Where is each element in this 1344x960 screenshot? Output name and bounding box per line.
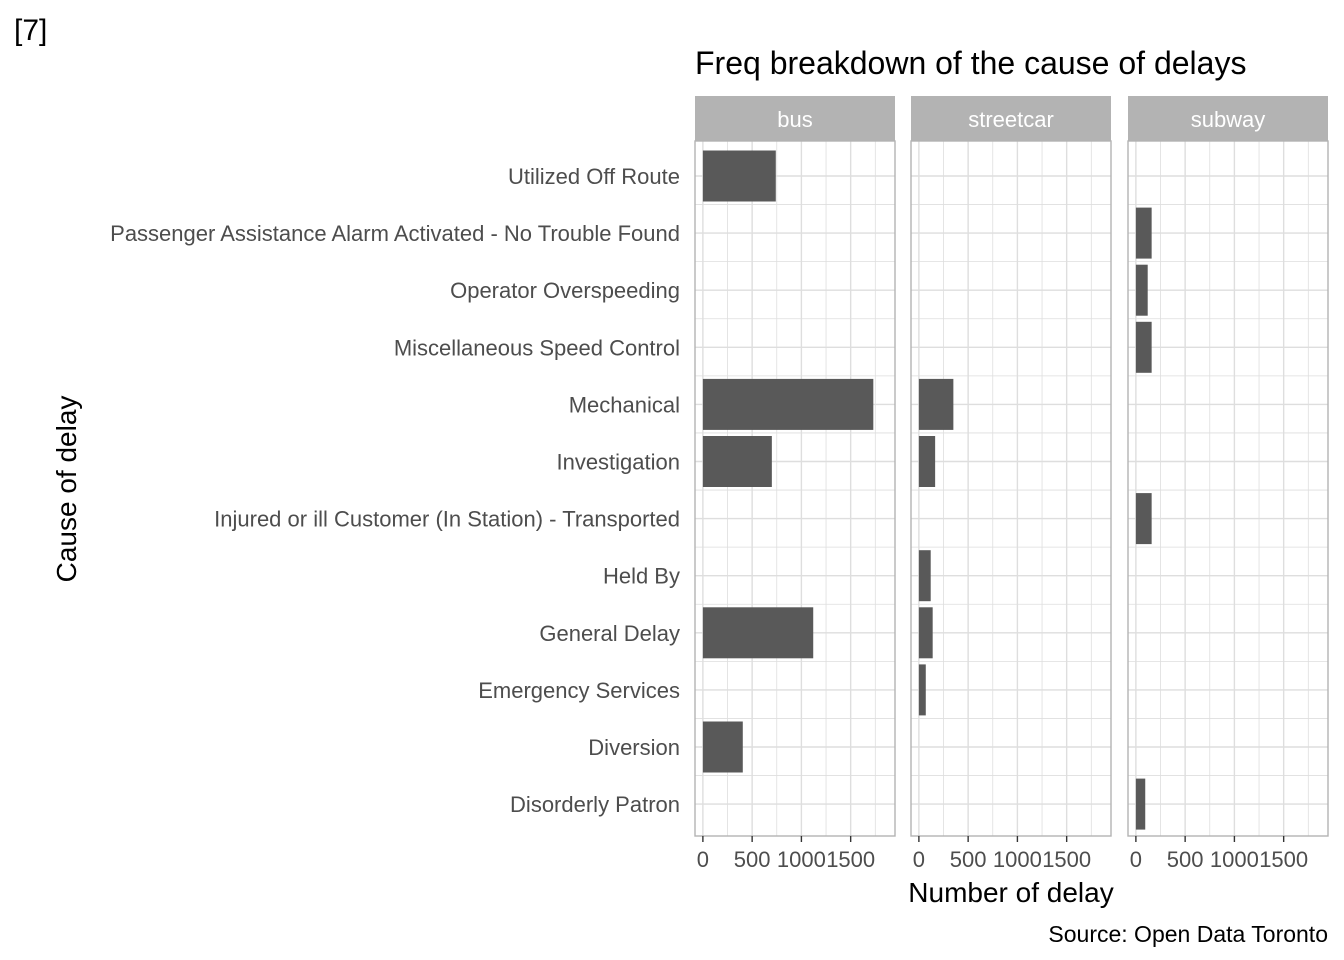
bar [1135,264,1148,316]
y-tick-label: Mechanical [569,392,680,417]
facet-strip [695,96,895,141]
bar [702,607,814,659]
x-tick-label: 500 [734,847,771,872]
x-tick-label: 0 [1130,847,1142,872]
x-tick-label: 1000 [1210,847,1259,872]
bar [918,436,936,487]
bar [702,436,772,487]
x-tick-label: 1000 [993,847,1042,872]
panel-border [694,140,896,837]
y-tick-label: Disorderly Patron [510,792,680,817]
bar [918,607,933,659]
panel-border [1127,140,1329,837]
facet-strip [1128,96,1328,141]
x-tick-label: 0 [913,847,925,872]
cell-label: [7] [14,14,48,47]
bar [1135,778,1146,830]
y-tick-label: Held By [603,564,680,589]
plot-area: Utilized Off Route Passenger Assistance A… [110,96,1329,872]
bar [1135,493,1152,545]
bar [702,721,743,773]
y-tick-label: Diversion [588,735,680,760]
facet-strip-label: streetcar [968,107,1054,132]
y-tick-label: Passenger Assistance Alarm Activated - N… [110,221,680,246]
bar [918,378,954,430]
facet-strip-label: subway [1191,107,1266,132]
x-tick-label: 1000 [777,847,826,872]
chart-title: Freq breakdown of the cause of delays [695,45,1246,81]
x-tick-label: 500 [1167,847,1204,872]
bar [702,150,776,202]
y-axis-title: Cause of delay [51,396,82,583]
bar [1135,207,1152,259]
x-tick-label: 1500 [826,847,875,872]
panel-border [910,140,1112,837]
y-tick-label: Injured or ill Customer (In Station) - T… [214,507,680,532]
facet-strip-label: bus [777,107,812,132]
y-tick-label: Miscellaneous Speed Control [394,335,680,360]
x-tick-label: 0 [697,847,709,872]
bar [1135,321,1152,373]
x-tick-label: 500 [950,847,987,872]
y-tick-label: Emergency Services [478,678,680,703]
bar [918,664,926,716]
y-tick-label: Operator Overspeeding [450,278,680,303]
x-tick-label: 1500 [1042,847,1091,872]
y-tick-label: Utilized Off Route [508,164,680,189]
x-axis-title: Number of delay [908,877,1113,908]
bar [918,550,931,602]
chart-caption: Source: Open Data Toronto [1048,921,1328,947]
facet-strip [911,96,1111,141]
bar [702,378,874,430]
y-tick-label: General Delay [539,621,680,646]
y-tick-label: Investigation [556,450,680,475]
x-tick-label: 1500 [1259,847,1308,872]
